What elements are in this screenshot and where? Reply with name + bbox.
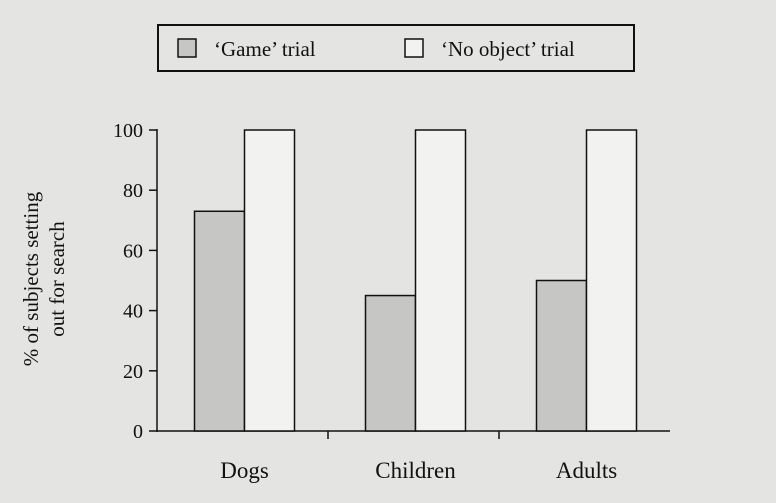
y-axis-title-line-1: % of subjects setting: [19, 191, 43, 366]
y-axis-title-line-2: out for search: [45, 221, 69, 337]
bar-children-series-1: [414, 129, 467, 432]
bar-dogs-series-0: [193, 210, 246, 432]
legend-swatch-no-object: [404, 38, 424, 58]
legend: ‘Game’ trial ‘No object’ trial: [157, 24, 635, 72]
y-tick-label: 0: [133, 421, 143, 443]
legend-label-no-object: ‘No object’ trial: [441, 37, 575, 61]
legend-swatch-game: [177, 38, 197, 58]
legend-box: [157, 24, 635, 72]
bar-children-series-0: [364, 294, 417, 432]
y-tick-label: 80: [123, 180, 143, 202]
x-category-label: Adults: [556, 458, 617, 483]
y-tick-label: 60: [123, 240, 143, 262]
x-axis-ticks: [327, 431, 500, 439]
x-category-label: Dogs: [220, 458, 269, 483]
bar-adults-series-1: [585, 129, 638, 432]
x-category-label: Children: [375, 458, 456, 483]
y-tick-label: 20: [123, 361, 143, 383]
y-tick-label: 100: [113, 120, 143, 142]
y-tick-label: 40: [123, 301, 143, 323]
y-axis-title: % of subjects setting out for search: [19, 191, 69, 366]
bars: [193, 129, 638, 432]
bar-dogs-series-1: [243, 129, 296, 432]
y-axis-ticks: 0 20 40 60 80 100: [113, 120, 157, 443]
legend-label-game: ‘Game’ trial: [214, 37, 316, 61]
category-labels: Dogs Children Adults: [220, 458, 617, 483]
bar-adults-series-0: [535, 279, 588, 432]
